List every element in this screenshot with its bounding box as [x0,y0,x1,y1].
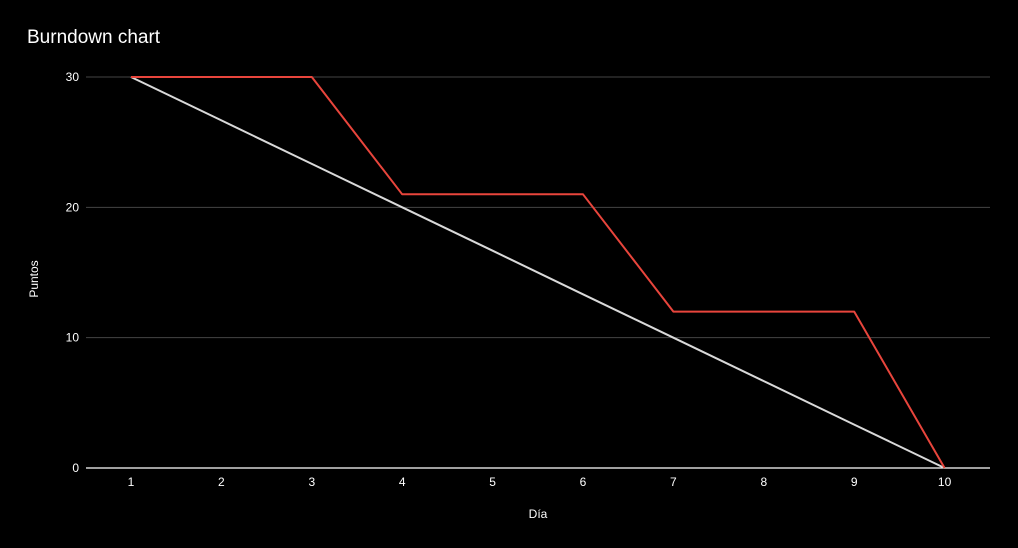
x-tick-label: 2 [218,475,225,489]
x-tick-label: 4 [399,475,406,489]
x-axis-ticks: 1 2 3 4 5 6 7 8 9 10 [128,475,952,489]
series-line-actual [131,76,946,469]
series-lines [130,76,946,469]
y-tick-label: 30 [66,70,80,84]
y-axis-ticks: 0 10 20 30 [66,70,80,475]
x-tick-label: 8 [760,475,767,489]
series-line-ideal [130,76,946,469]
x-tick-label: 1 [128,475,135,489]
x-tick-label: 9 [851,475,858,489]
y-tick-label: 20 [66,200,80,214]
y-tick-label: 0 [72,461,79,475]
chart-title: Burndown chart [27,27,161,48]
y-axis-title: Puntos [27,260,41,297]
x-tick-label: 10 [938,475,952,489]
x-axis-title: Día [529,507,548,521]
x-tick-label: 5 [489,475,496,489]
x-tick-label: 7 [670,475,677,489]
gridlines [86,76,990,469]
x-tick-label: 6 [580,475,587,489]
y-tick-label: 10 [66,331,80,345]
x-tick-label: 3 [308,475,315,489]
